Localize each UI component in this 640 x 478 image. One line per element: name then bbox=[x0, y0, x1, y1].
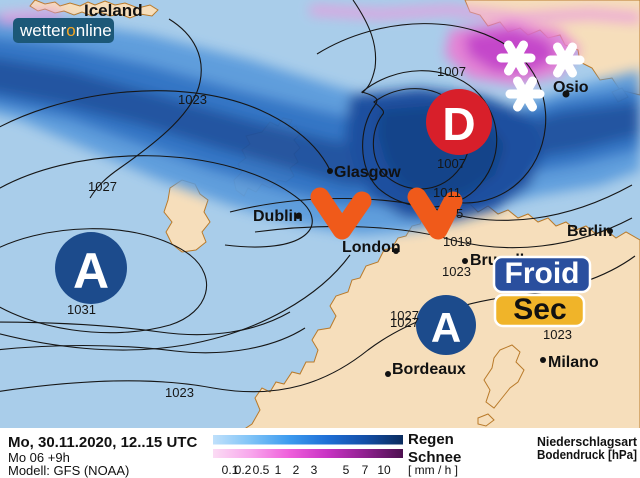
svg-text:2: 2 bbox=[293, 463, 300, 477]
svg-text:1027: 1027 bbox=[88, 179, 117, 194]
svg-text:Sec: Sec bbox=[513, 293, 566, 326]
svg-text:Modell: GFS (NOAA): Modell: GFS (NOAA) bbox=[8, 463, 129, 478]
svg-text:5: 5 bbox=[343, 463, 350, 477]
svg-text:[ mm / h ]: [ mm / h ] bbox=[408, 463, 458, 477]
svg-text:A: A bbox=[431, 304, 461, 351]
svg-text:Regen: Regen bbox=[408, 431, 454, 448]
svg-text:10: 10 bbox=[377, 463, 391, 477]
svg-text:1007: 1007 bbox=[437, 64, 466, 79]
svg-text:0.2: 0.2 bbox=[235, 463, 252, 477]
svg-text:Bordeaux: Bordeaux bbox=[392, 361, 466, 378]
svg-text:1027: 1027 bbox=[390, 315, 419, 330]
svg-text:3: 3 bbox=[311, 463, 318, 477]
svg-text:1019: 1019 bbox=[443, 234, 472, 249]
svg-text:7: 7 bbox=[362, 463, 369, 477]
svg-text:1011: 1011 bbox=[433, 185, 461, 200]
svg-text:A: A bbox=[73, 243, 109, 299]
svg-text:Bodendruck [hPa]: Bodendruck [hPa] bbox=[537, 448, 637, 462]
svg-text:Osio: Osio bbox=[553, 79, 589, 96]
svg-text:0.5: 0.5 bbox=[253, 463, 270, 477]
svg-text:Niederschlagsart: Niederschlagsart bbox=[537, 435, 638, 449]
svg-text:1023: 1023 bbox=[442, 264, 471, 279]
svg-text:London: London bbox=[342, 239, 401, 256]
svg-text:D: D bbox=[442, 98, 475, 150]
svg-text:1007: 1007 bbox=[437, 156, 466, 171]
svg-text:Milano: Milano bbox=[548, 354, 599, 371]
svg-text:Froid: Froid bbox=[505, 257, 580, 290]
svg-text:Berlin: Berlin bbox=[567, 223, 612, 240]
svg-text:1023: 1023 bbox=[165, 385, 194, 400]
svg-text:wetteronline: wetteronline bbox=[19, 21, 112, 40]
svg-text:1023: 1023 bbox=[178, 92, 207, 107]
svg-text:1031: 1031 bbox=[67, 302, 96, 317]
svg-text:1: 1 bbox=[275, 463, 282, 477]
svg-text:Mo, 30.11.2020, 12..15 UTC: Mo, 30.11.2020, 12..15 UTC bbox=[8, 434, 197, 451]
svg-text:5: 5 bbox=[456, 206, 463, 221]
svg-text:1023: 1023 bbox=[543, 327, 572, 342]
svg-text:Glasgow: Glasgow bbox=[334, 164, 401, 181]
svg-text:Iceland: Iceland bbox=[84, 1, 143, 20]
